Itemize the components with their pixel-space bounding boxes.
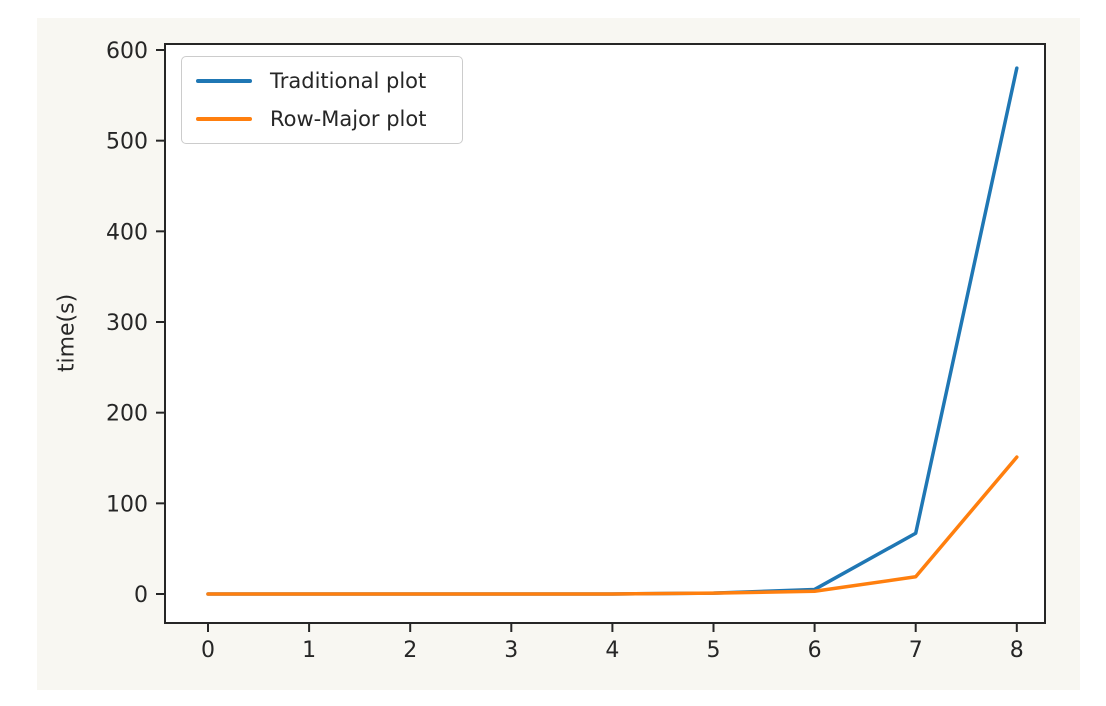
- legend-label-traditional: Traditional plot: [270, 69, 427, 93]
- y-tick-label: 0: [134, 583, 148, 608]
- y-tick-label: 500: [106, 130, 148, 155]
- y-axis-label: time(s): [54, 293, 80, 373]
- legend-line-sample-row-major: [196, 117, 252, 121]
- legend-line-sample-traditional: [196, 79, 252, 83]
- x-tick-label: 7: [909, 638, 923, 663]
- series-line-row-major-plot: [206, 455, 1019, 596]
- x-tick-label: 1: [302, 638, 316, 663]
- x-tick-label: 4: [605, 638, 619, 663]
- legend-label-row-major: Row-Major plot: [270, 107, 427, 131]
- x-tick-label: 0: [201, 638, 215, 663]
- legend-item-row-major: Row-Major plot: [196, 107, 448, 131]
- y-tick-label: 200: [106, 402, 148, 427]
- y-tick-label: 600: [106, 39, 148, 64]
- x-tick-label: 5: [707, 638, 721, 663]
- y-tick-label: 400: [106, 220, 148, 245]
- x-tick-label: 8: [1010, 638, 1024, 663]
- legend-item-traditional: Traditional plot: [196, 69, 448, 93]
- x-tick-label: 6: [808, 638, 822, 663]
- y-tick-label: 300: [106, 311, 148, 336]
- x-tick-label: 2: [403, 638, 417, 663]
- x-tick-label: 3: [504, 638, 518, 663]
- legend: Traditional plot Row-Major plot: [181, 56, 463, 144]
- y-tick-label: 100: [106, 492, 148, 517]
